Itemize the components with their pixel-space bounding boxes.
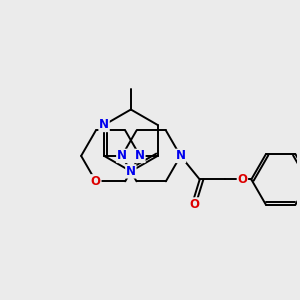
Text: O: O (237, 173, 248, 186)
Text: N: N (99, 118, 109, 131)
Text: N: N (176, 149, 186, 162)
Text: O: O (91, 175, 101, 188)
Text: O: O (190, 198, 200, 211)
Text: N: N (126, 165, 136, 178)
Text: N: N (135, 149, 145, 162)
Text: N: N (117, 149, 127, 162)
